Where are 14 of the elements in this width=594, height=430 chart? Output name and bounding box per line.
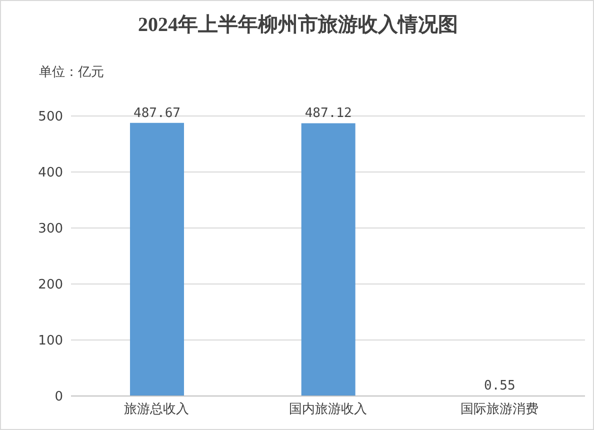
y-tick-label: 400 [38, 166, 63, 181]
y-tick-label: 100 [38, 334, 63, 349]
y-axis-title: 单位：亿元 [39, 64, 104, 81]
y-tick-label: 200 [38, 278, 63, 293]
x-tick-label: 国内旅游收入 [289, 402, 367, 418]
y-tick-label: 300 [38, 222, 63, 237]
data-label: 487.12 [304, 106, 352, 122]
data-label: 487.67 [134, 106, 180, 121]
x-tick-label: 国际旅游消费 [460, 402, 538, 418]
chart-title: 2024年上半年柳州市旅游收入情况图 [137, 12, 459, 38]
y-tick-label: 0 [54, 390, 63, 405]
y-tick-label: 500 [38, 110, 63, 125]
data-label: 0.55 [484, 378, 516, 394]
x-tick-label: 旅游总收入 [124, 402, 190, 418]
